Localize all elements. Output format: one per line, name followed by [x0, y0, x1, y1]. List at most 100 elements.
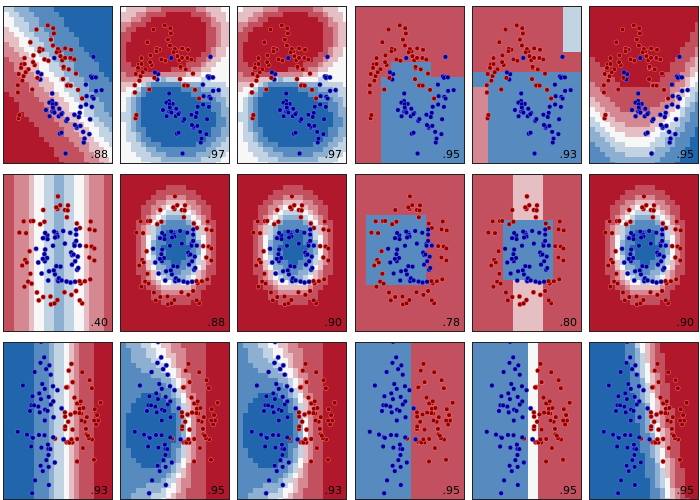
surface-cell	[660, 47, 666, 53]
surface-cell	[381, 112, 387, 118]
surface-cell	[600, 87, 606, 93]
surface-cell	[386, 122, 392, 128]
surface-cell	[104, 157, 110, 163]
surface-cell	[426, 52, 432, 58]
surface-cell	[680, 137, 686, 143]
surface-cell	[288, 127, 294, 133]
surface-cell	[366, 42, 372, 48]
surface-cell	[451, 42, 457, 48]
surface-cell	[493, 127, 499, 133]
surface-cell	[59, 62, 65, 68]
surface-cell	[533, 42, 539, 48]
point-class-blue	[410, 111, 416, 117]
surface-cell	[14, 127, 20, 133]
surface-cell	[121, 22, 127, 28]
point-class-red	[138, 55, 145, 61]
surface-cell	[518, 137, 524, 143]
surface-cell	[615, 22, 621, 28]
surface-cell	[221, 37, 227, 43]
surface-cell	[665, 47, 671, 53]
surface-cell	[508, 127, 514, 133]
point-class-red	[162, 22, 168, 29]
surface-cell	[268, 22, 274, 28]
surface-cell	[89, 175, 95, 181]
surface-cell	[513, 117, 519, 123]
point-class-red	[431, 95, 437, 102]
surface-cell	[338, 32, 344, 38]
surface-cell	[4, 152, 10, 158]
surface-cell	[4, 47, 10, 53]
surface-cell	[216, 42, 222, 48]
surface-cell	[548, 17, 554, 23]
surface-cell	[680, 27, 686, 33]
surface-cell	[146, 142, 152, 148]
surface-cell	[39, 137, 45, 143]
surface-cell	[543, 162, 549, 163]
surface-cell	[19, 147, 25, 153]
surface-cell	[146, 77, 152, 83]
surface-cell	[171, 142, 177, 148]
surface-cell	[24, 147, 30, 153]
surface-cell	[69, 205, 75, 211]
surface-cell	[84, 122, 90, 128]
surface-cell	[563, 122, 569, 128]
surface-cell	[238, 137, 244, 143]
surface-cell	[680, 67, 686, 73]
surface-cell	[578, 92, 581, 98]
surface-cell	[426, 92, 432, 98]
surface-cell	[39, 180, 45, 186]
surface-cell	[451, 32, 457, 38]
surface-cell	[503, 32, 509, 38]
surface-cell	[171, 37, 177, 43]
surface-cell	[263, 82, 269, 88]
surface-cell	[109, 117, 112, 123]
surface-cell	[680, 112, 686, 118]
surface-cell	[216, 47, 222, 53]
surface-cell	[338, 122, 344, 128]
surface-cell	[543, 17, 549, 23]
surface-cell	[288, 142, 294, 148]
surface-cell	[456, 157, 462, 163]
surface-cell	[308, 137, 314, 143]
surface-cell	[655, 32, 661, 38]
surface-cell	[308, 107, 314, 113]
surface-cell	[29, 62, 35, 68]
surface-cell	[104, 205, 110, 211]
surface-cell	[211, 32, 217, 38]
surface-cell	[221, 7, 227, 13]
surface-cell	[156, 137, 162, 143]
panel-moons-5: .95	[589, 6, 699, 164]
surface-cell	[278, 72, 284, 78]
surface-cell	[126, 87, 132, 93]
surface-cell	[151, 92, 157, 98]
surface-cell	[630, 157, 636, 163]
surface-cell	[19, 157, 25, 163]
surface-cell	[523, 127, 529, 133]
surface-cell	[605, 122, 611, 128]
surface-cell	[253, 32, 259, 38]
surface-cell	[99, 107, 105, 113]
surface-cell	[69, 127, 75, 133]
surface-cell	[171, 127, 177, 133]
surface-cell	[318, 7, 324, 13]
surface-cell	[660, 137, 666, 143]
surface-cell	[548, 52, 554, 58]
surface-cell	[356, 67, 362, 73]
surface-cell	[446, 107, 452, 113]
point-class-blue	[167, 104, 173, 111]
surface-cell	[166, 122, 172, 128]
surface-cell	[660, 17, 666, 23]
surface-cell	[126, 32, 132, 38]
surface-cell	[640, 137, 646, 143]
surface-cell	[361, 67, 367, 73]
surface-cell	[343, 157, 346, 163]
surface-cell	[268, 162, 274, 163]
surface-cell	[615, 97, 621, 103]
surface-cell	[610, 72, 616, 78]
surface-cell	[356, 147, 362, 153]
surface-cell	[690, 32, 696, 38]
surface-cell	[473, 102, 479, 108]
surface-cell	[288, 87, 294, 93]
surface-cell	[600, 42, 606, 48]
surface-cell	[436, 57, 442, 63]
